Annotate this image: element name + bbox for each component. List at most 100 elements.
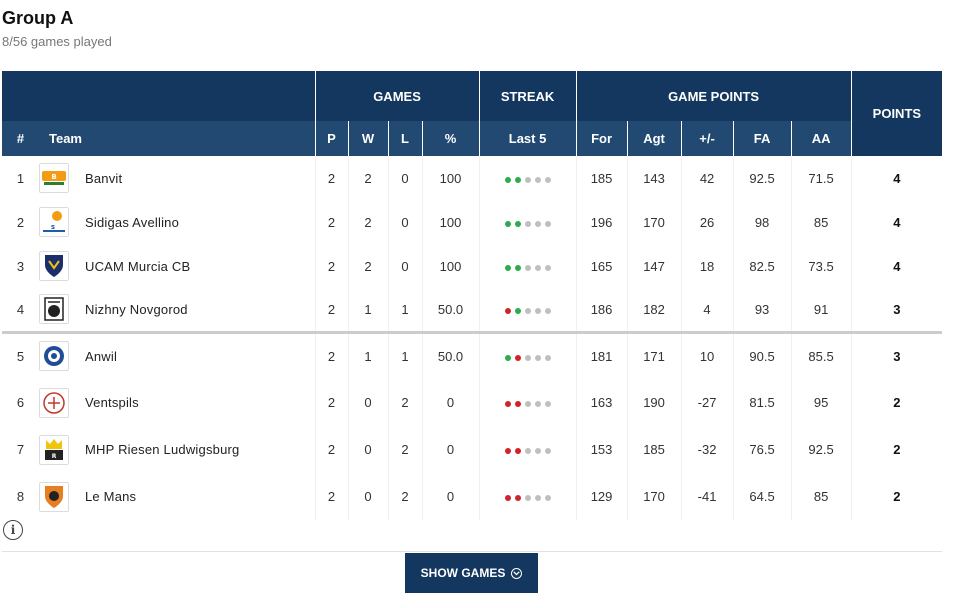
team-cell[interactable]: Le Mans xyxy=(39,473,315,520)
riesen-logo: R xyxy=(39,434,69,465)
empty-dot xyxy=(544,176,551,183)
points-cell: 2 xyxy=(850,473,943,520)
win-dot xyxy=(504,220,511,227)
fa-cell: 90.5 xyxy=(732,332,792,379)
team-cell[interactable]: Nizhny Novgorod xyxy=(39,288,315,334)
for-cell: 181 xyxy=(575,332,628,379)
rank-cell: 1 xyxy=(16,170,25,186)
table-row: 5 Anwil 2 1 1 50.0 181 171 10 90.5 85.5 3 xyxy=(2,332,943,379)
team-cell[interactable]: Anwil xyxy=(39,332,315,379)
wins-cell: 1 xyxy=(347,288,388,334)
pct-cell: 0 xyxy=(421,473,480,520)
points-cell: 3 xyxy=(850,288,943,334)
table-row: 1 B Banvit 2 2 0 100 185 143 42 92.5 71.5 4 xyxy=(2,156,943,200)
team-name[interactable]: Ventspils xyxy=(85,395,139,410)
sidigas-logo: s xyxy=(39,207,69,237)
table-row: 4 Nizhny Novgorod 2 1 1 50.0 186 182 4 93 91 3 xyxy=(2,288,943,334)
empty-dot xyxy=(534,264,541,271)
team-cell[interactable]: s Sidigas Avellino xyxy=(39,200,315,244)
col-pct: % xyxy=(421,121,480,156)
for-cell: 163 xyxy=(575,379,628,426)
empty-dot xyxy=(534,401,541,407)
team-cell[interactable]: B Banvit xyxy=(39,156,315,200)
ventspils-logo xyxy=(39,387,69,418)
col-last5: Last 5 xyxy=(478,121,577,156)
team-cell[interactable]: Ventspils xyxy=(39,379,315,426)
played-cell: 2 xyxy=(314,332,348,379)
fa-cell: 82.5 xyxy=(732,244,792,288)
loss-dot xyxy=(504,495,511,501)
team-cell[interactable]: R MHP Riesen Ludwigsburg xyxy=(39,426,315,473)
fa-cell: 93 xyxy=(732,288,792,334)
played-cell: 2 xyxy=(314,288,348,334)
played-cell: 2 xyxy=(314,244,348,288)
page-title: Group A xyxy=(2,8,74,28)
show-games-label: SHOW GAMES xyxy=(420,566,506,580)
loss-dot xyxy=(504,307,511,314)
wins-cell: 0 xyxy=(347,473,388,520)
empty-dot xyxy=(544,495,551,501)
losses-cell: 1 xyxy=(387,332,422,379)
diff-cell: 26 xyxy=(680,200,734,244)
team-name[interactable]: Nizhny Novgorod xyxy=(85,301,188,317)
ucam-logo xyxy=(39,251,69,281)
streak-dots xyxy=(504,176,551,183)
win-dot xyxy=(514,307,521,314)
streak-dots xyxy=(504,354,551,361)
losses-cell: 0 xyxy=(387,200,422,244)
for-cell: 186 xyxy=(575,288,628,334)
games-group-header: GAMES xyxy=(314,71,480,121)
team-name[interactable]: Anwil xyxy=(85,348,118,364)
aa-cell: 92.5 xyxy=(790,426,852,473)
played-cell: 2 xyxy=(314,473,348,520)
table-row: 6 Ventspils 2 0 2 0 163 190 -27 81.5 95 2 xyxy=(2,379,943,426)
empty-dot xyxy=(524,176,531,183)
team-cell[interactable]: UCAM Murcia CB xyxy=(39,244,315,288)
team-name[interactable]: UCAM Murcia CB xyxy=(85,258,191,274)
diff-cell: -27 xyxy=(680,379,734,426)
aa-cell: 85.5 xyxy=(790,332,852,379)
pct-cell: 0 xyxy=(421,426,480,473)
empty-dot xyxy=(534,307,541,314)
fa-cell: 98 xyxy=(732,200,792,244)
streak-group-header: STREAK xyxy=(478,71,577,121)
chevron-down-circle-icon xyxy=(511,567,523,579)
played-cell: 2 xyxy=(314,426,348,473)
column-header-row: # Team P W L % Last 5 For Agt +/- FA AA xyxy=(2,121,942,156)
empty-dot xyxy=(544,401,551,407)
played-cell: 2 xyxy=(314,200,348,244)
empty-dot xyxy=(544,220,551,227)
losses-cell: 0 xyxy=(387,156,422,200)
team-name[interactable]: MHP Riesen Ludwigsburg xyxy=(85,442,240,457)
diff-cell: -41 xyxy=(680,473,734,520)
empty-dot xyxy=(524,220,531,227)
empty-dot xyxy=(524,264,531,271)
aa-cell: 85 xyxy=(790,473,852,520)
diff-cell: 42 xyxy=(680,156,734,200)
col-rank: # xyxy=(2,121,39,156)
show-games-button[interactable]: SHOW GAMES xyxy=(405,553,538,593)
empty-dot xyxy=(534,176,541,183)
streak-cell xyxy=(478,288,577,334)
empty-dot xyxy=(544,307,551,314)
table-row: 8 Le Mans 2 0 2 0 129 170 -41 64.5 85 2 xyxy=(2,473,943,520)
team-name[interactable]: Banvit xyxy=(85,170,123,186)
team-name[interactable]: Le Mans xyxy=(85,489,137,504)
streak-cell xyxy=(478,379,577,426)
streak-cell xyxy=(478,244,577,288)
aa-cell: 95 xyxy=(790,379,852,426)
streak-dots xyxy=(504,495,551,501)
pct-cell: 50.0 xyxy=(421,332,480,379)
team-name[interactable]: Sidigas Avellino xyxy=(85,214,180,230)
info-icon[interactable]: i xyxy=(3,520,23,540)
streak-cell xyxy=(478,473,577,520)
col-agt: Agt xyxy=(626,121,682,156)
win-dot xyxy=(514,220,521,227)
banvit-logo: B xyxy=(39,163,69,193)
fa-cell: 92.5 xyxy=(732,156,792,200)
loss-dot xyxy=(504,401,511,407)
streak-dots xyxy=(504,448,551,454)
loss-dot xyxy=(514,354,521,361)
aa-cell: 71.5 xyxy=(790,156,852,200)
rank-cell: 5 xyxy=(16,348,25,364)
